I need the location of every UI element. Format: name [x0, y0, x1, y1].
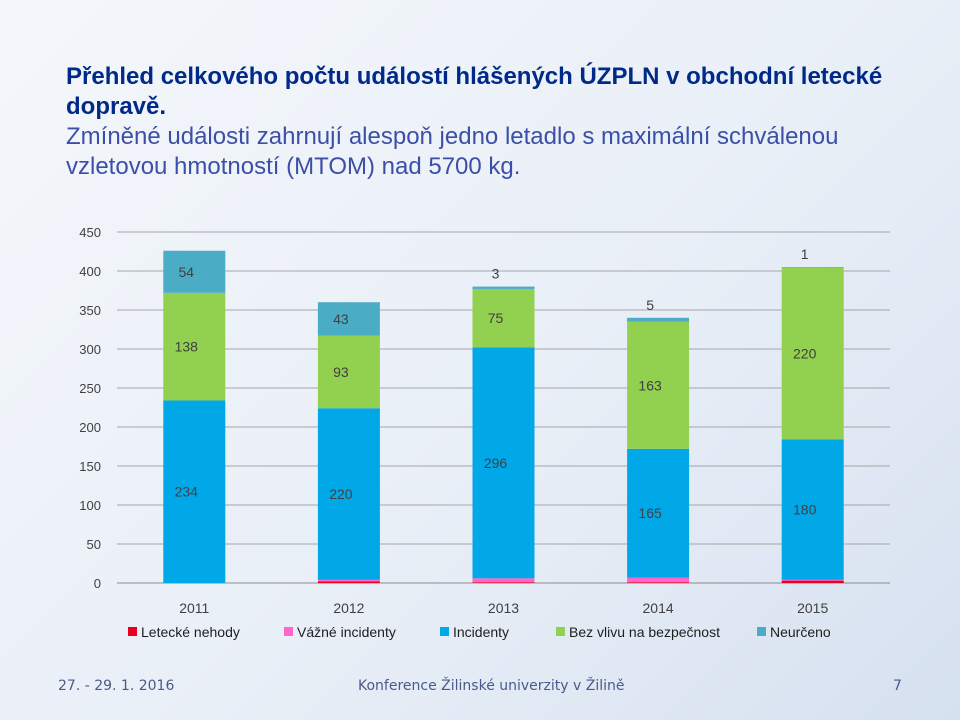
- bar-segment: [472, 288, 535, 348]
- y-tick-label: 0: [94, 576, 101, 591]
- y-tick-label: 150: [79, 459, 101, 474]
- legend-swatch: [556, 627, 565, 636]
- legend-swatch: [128, 627, 137, 636]
- data-label: 163: [638, 377, 662, 393]
- y-tick-label: 400: [79, 264, 101, 279]
- data-label: 5: [646, 297, 654, 313]
- data-label: 165: [638, 505, 662, 521]
- data-label: 220: [793, 346, 817, 362]
- x-category-label: 2013: [488, 600, 519, 616]
- y-tick-label: 200: [79, 420, 101, 435]
- legend-label: Neurčeno: [770, 624, 831, 640]
- data-label: 180: [793, 502, 817, 518]
- legend-label: Bez vlivu na bezpečnost: [569, 624, 720, 640]
- x-category-label: 2012: [333, 600, 364, 616]
- y-tick-label: 300: [79, 342, 101, 357]
- bar-segment: [472, 578, 535, 583]
- bar-segment: [472, 286, 535, 289]
- bar-segment: [627, 582, 690, 583]
- bar-segment: [781, 439, 844, 580]
- data-label: 1: [801, 246, 809, 262]
- bar-segment: [163, 250, 226, 293]
- slide-title: Přehled celkového počtu událostí hlášený…: [66, 63, 883, 120]
- bar-segment: [781, 267, 844, 440]
- footer-date: 27. - 29. 1. 2016: [58, 678, 175, 694]
- data-label: 220: [329, 486, 353, 502]
- y-tick-label: 350: [79, 303, 101, 318]
- legend-swatch: [757, 627, 766, 636]
- y-tick-label: 100: [79, 498, 101, 513]
- data-label: 75: [488, 310, 504, 326]
- bar-segment: [781, 579, 844, 581]
- data-label: 93: [333, 364, 349, 380]
- title-block: Přehled celkového počtu událostí hlášený…: [66, 62, 906, 182]
- legend-swatch: [440, 627, 449, 636]
- bar-segment: [317, 335, 380, 409]
- bar-segment: [317, 408, 380, 580]
- y-tick-label: 250: [79, 381, 101, 396]
- bar-segment: [627, 448, 690, 578]
- x-category-label: 2015: [797, 600, 828, 616]
- legend-swatch: [284, 627, 293, 636]
- y-tick-label: 450: [79, 225, 101, 240]
- bar-segment: [472, 347, 535, 579]
- bar-segment: [163, 400, 226, 583]
- data-label: 3: [492, 266, 500, 282]
- data-label: 138: [175, 339, 199, 355]
- bar-segment: [317, 581, 380, 583]
- legend-label: Incidenty: [453, 624, 509, 640]
- page-number: 7: [893, 678, 902, 694]
- footer-conference: Konference Žilinské univerzity v Žilině: [358, 678, 625, 694]
- legend-label: Letecké nehody: [141, 624, 240, 640]
- x-category-label: 2014: [643, 600, 674, 616]
- bar-segment: [781, 267, 844, 268]
- bar-segment: [472, 582, 535, 583]
- bar-segment: [627, 321, 690, 449]
- bar-segment: [781, 580, 844, 583]
- data-label: 234: [175, 484, 199, 500]
- bar-segment: [317, 579, 380, 582]
- bar-segment: [627, 317, 690, 322]
- legend-label: Vážné incidenty: [297, 624, 396, 640]
- y-tick-label: 50: [87, 537, 101, 552]
- data-label: 54: [179, 264, 195, 280]
- bar-segment: [163, 292, 226, 401]
- x-category-label: 2011: [179, 600, 209, 616]
- data-label: 296: [484, 455, 508, 471]
- slide-subtitle: Zmíněné události zahrnují alespoň jedno …: [66, 123, 839, 180]
- data-label: 43: [333, 311, 349, 327]
- bar-segment: [317, 302, 380, 336]
- bar-segment: [627, 577, 690, 583]
